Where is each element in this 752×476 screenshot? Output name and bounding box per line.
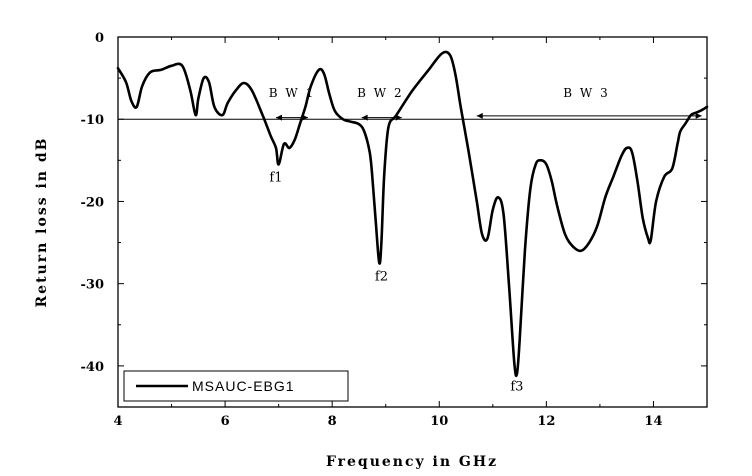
bw2-arrow-left bbox=[361, 114, 368, 121]
y-tick-label: -10 bbox=[81, 113, 105, 128]
legend-label: MSAUC-EBG1 bbox=[192, 378, 295, 394]
x-tick-label: 12 bbox=[537, 414, 555, 429]
legend: MSAUC-EBG1 bbox=[123, 370, 349, 402]
x-tick-label: 14 bbox=[644, 414, 662, 429]
y-tick-label: -30 bbox=[81, 278, 105, 293]
f2-label: f2 bbox=[375, 269, 388, 284]
series-line-msauc-ebg1 bbox=[116, 50, 709, 378]
x-tick-label: 10 bbox=[430, 414, 448, 429]
x-tick-label: 6 bbox=[221, 414, 230, 429]
plot-area-group bbox=[117, 36, 708, 408]
bw3-arrow-left bbox=[476, 112, 483, 119]
f3-label: f3 bbox=[510, 380, 523, 395]
x-tick-label: 4 bbox=[113, 414, 122, 429]
y-tick-label: -20 bbox=[81, 195, 105, 210]
y-axis-title: Return loss in dB bbox=[34, 137, 50, 308]
f1-label: f1 bbox=[269, 171, 282, 186]
bandwidth-annotations: B W 1 B W 2 B W 3 f1 f2 f3 bbox=[269, 86, 702, 395]
y-tick-label: -40 bbox=[81, 360, 105, 375]
bw2-arrow-right bbox=[395, 114, 402, 121]
x-tick-label: 8 bbox=[328, 414, 337, 429]
bw3-label: B W 3 bbox=[563, 86, 609, 100]
plot-frame bbox=[117, 36, 708, 408]
bw2-label: B W 2 bbox=[357, 86, 403, 100]
x-axis-ticks: 4 6 8 10 12 14 bbox=[113, 37, 708, 429]
bw3-arrow-right bbox=[695, 112, 702, 119]
y-axis-ticks: 0 -10 -20 -30 -40 bbox=[81, 31, 707, 408]
x-axis-title: Frequency in GHz bbox=[326, 454, 498, 470]
bw1-label: B W 1 bbox=[269, 86, 315, 100]
bw1-arrow-left bbox=[275, 114, 282, 121]
bw1-arrow-right bbox=[302, 114, 309, 121]
y-tick-label: 0 bbox=[95, 31, 104, 46]
